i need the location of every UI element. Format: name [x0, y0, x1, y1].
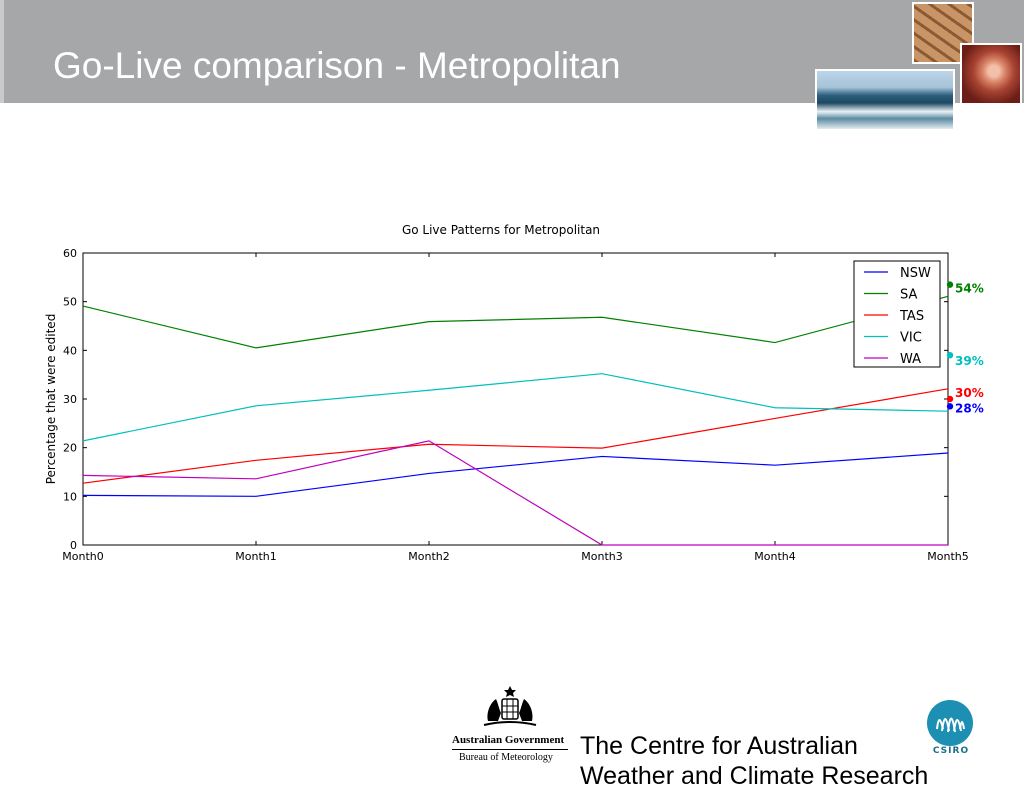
- x-tick-label: Month2: [408, 550, 449, 563]
- y-tick-label: 60: [63, 247, 77, 260]
- government-name: Australian Government: [452, 734, 565, 746]
- y-tick-label: 30: [63, 393, 77, 406]
- legend-label-sa: SA: [900, 288, 917, 303]
- annotation-label: 54%: [955, 282, 984, 296]
- y-axis-label: Percentage that were edited: [44, 314, 58, 485]
- series-line-tas: [82, 388, 949, 484]
- legend-label-nsw: NSW: [900, 266, 931, 281]
- legend-box: [853, 260, 941, 368]
- legend-label-vic: VIC: [900, 331, 922, 346]
- legend-label-tas: TAS: [899, 309, 924, 324]
- annotation-label: 39%: [955, 354, 984, 368]
- government-divider: [452, 749, 568, 750]
- annotation-dot: [946, 403, 954, 410]
- annotation-dot: [946, 281, 954, 288]
- annotation-label: 30%: [955, 386, 984, 400]
- footer-title-line2: Weather and Climate Research: [580, 762, 929, 790]
- ocean-wave-photo: [815, 69, 955, 131]
- annotation-label: 28%: [955, 401, 984, 415]
- y-tick-label: 50: [63, 296, 77, 309]
- x-tick-label: Month3: [581, 550, 622, 563]
- plot-area: 0 10 20 30 40 50 60 Month0 Month1 Month2 Month3 Mon…: [62, 247, 968, 563]
- plot-frame: [82, 252, 949, 546]
- fire-cloud-photo: [960, 43, 1022, 105]
- series-line-wa: [82, 440, 948, 546]
- chart-title: Go Live Patterns for Metropolitan: [402, 223, 600, 237]
- slide-title: Go-Live comparison - Metropolitan: [53, 45, 621, 86]
- y-tick-label: 40: [63, 344, 77, 357]
- go-live-chart: Go Live Patterns for Metropolitan Percen…: [44, 223, 984, 563]
- annotation-dot: [946, 352, 954, 359]
- csiro-wordmark: CSIRO: [932, 746, 970, 756]
- y-tick-label: 0: [70, 539, 77, 552]
- y-tick-label: 20: [63, 442, 77, 455]
- series-line-sa: [82, 295, 949, 349]
- csiro-logo-icon: [925, 699, 975, 761]
- title-bar-edge: [0, 0, 4, 103]
- footer-title: The Centre for Australian: [580, 732, 858, 760]
- legend: NSW SA TAS VIC WA: [853, 260, 941, 368]
- x-tick-label: Month1: [235, 550, 276, 563]
- x-tick-label: Month0: [62, 550, 103, 563]
- legend-label-wa: WA: [900, 352, 921, 367]
- x-tick-label: Month5: [927, 550, 968, 563]
- bureau-name: Bureau of Meteorology: [459, 752, 553, 763]
- y-tick-label: 10: [63, 490, 77, 503]
- annotation-dot: [946, 395, 954, 403]
- coat-of-arms-icon: [478, 685, 542, 735]
- series-line-vic: [82, 373, 949, 442]
- end-annotations: 54% 39% 30%28%: [946, 281, 984, 415]
- x-tick-label: Month4: [754, 550, 795, 563]
- series-line-nsw: [82, 452, 949, 497]
